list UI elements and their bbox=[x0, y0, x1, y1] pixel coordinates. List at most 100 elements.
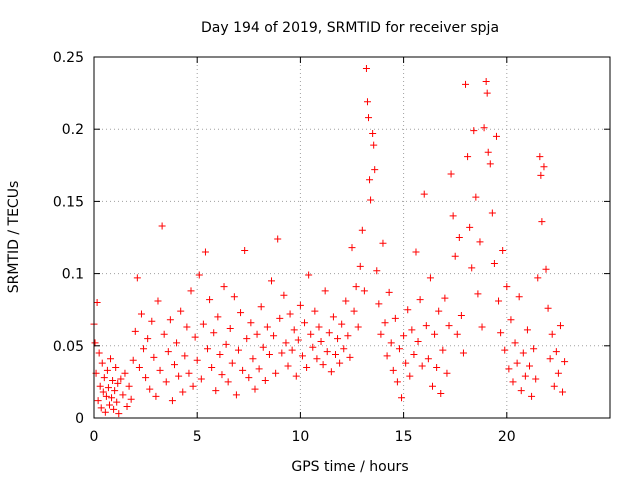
data-point bbox=[336, 359, 344, 367]
data-point bbox=[288, 346, 296, 354]
data-point bbox=[373, 267, 381, 275]
data-point bbox=[313, 355, 321, 363]
data-point bbox=[121, 369, 129, 377]
y-tick-label: 0.2 bbox=[62, 122, 84, 138]
data-point bbox=[483, 89, 491, 97]
data-point bbox=[505, 365, 513, 373]
data-point bbox=[245, 374, 253, 382]
data-point bbox=[222, 340, 230, 348]
data-point bbox=[451, 252, 459, 260]
y-axis-label: SRMTID / TECUs bbox=[6, 181, 22, 294]
data-point bbox=[478, 323, 486, 331]
data-point bbox=[232, 391, 240, 399]
data-point bbox=[410, 350, 418, 358]
data-point bbox=[144, 335, 152, 343]
data-point bbox=[91, 339, 99, 347]
data-point bbox=[375, 300, 383, 308]
data-point bbox=[99, 388, 107, 396]
data-point bbox=[447, 170, 455, 178]
data-point bbox=[140, 345, 148, 353]
data-point bbox=[542, 265, 550, 273]
data-point bbox=[114, 379, 122, 387]
data-point bbox=[113, 398, 121, 406]
data-point bbox=[146, 385, 154, 393]
data-point bbox=[152, 392, 160, 400]
data-point bbox=[366, 176, 374, 184]
data-point bbox=[261, 376, 269, 384]
data-point bbox=[360, 287, 368, 295]
data-point bbox=[117, 375, 125, 383]
data-point bbox=[546, 355, 554, 363]
data-point bbox=[501, 346, 509, 354]
data-point bbox=[503, 283, 511, 291]
data-point bbox=[319, 361, 327, 369]
data-point bbox=[137, 310, 145, 318]
data-point bbox=[400, 332, 408, 340]
data-point bbox=[383, 352, 391, 360]
chart-title: Day 194 of 2019, SRMTID for receiver spj… bbox=[201, 20, 499, 36]
data-point bbox=[387, 339, 395, 347]
x-tick-label: 15 bbox=[395, 429, 413, 445]
data-point bbox=[398, 394, 406, 402]
data-point bbox=[340, 345, 348, 353]
data-point bbox=[548, 330, 556, 338]
data-point bbox=[540, 163, 548, 171]
data-point bbox=[237, 309, 245, 317]
y-tick-labels: 0 0.05 0.1 0.15 0.2 0.25 bbox=[53, 50, 84, 427]
data-point bbox=[263, 323, 271, 331]
data-point bbox=[536, 153, 544, 161]
data-point bbox=[344, 332, 352, 340]
data-point bbox=[484, 148, 492, 156]
data-point bbox=[352, 283, 360, 291]
x-tick-label: 5 bbox=[193, 429, 202, 445]
data-point bbox=[255, 365, 263, 373]
data-point bbox=[488, 209, 496, 217]
data-point bbox=[239, 366, 247, 374]
data-point bbox=[495, 297, 503, 305]
axis-ticks bbox=[93, 56, 610, 419]
data-point bbox=[369, 130, 377, 138]
data-point bbox=[377, 330, 385, 338]
data-point bbox=[251, 385, 259, 393]
data-point bbox=[214, 313, 222, 321]
data-point bbox=[338, 320, 346, 328]
data-point bbox=[301, 319, 309, 327]
data-point bbox=[175, 372, 183, 380]
data-point bbox=[389, 366, 397, 374]
data-point bbox=[552, 348, 560, 356]
x-tick-label: 0 bbox=[90, 429, 99, 445]
data-point bbox=[201, 248, 209, 256]
data-point bbox=[315, 323, 323, 331]
data-point bbox=[119, 391, 127, 399]
data-point bbox=[274, 235, 282, 243]
data-point bbox=[354, 323, 362, 331]
data-point bbox=[108, 394, 116, 402]
data-point bbox=[428, 382, 436, 390]
data-point bbox=[224, 378, 232, 386]
data-point bbox=[350, 307, 358, 315]
data-point bbox=[218, 371, 226, 379]
data-point bbox=[511, 339, 519, 347]
data-point bbox=[367, 196, 375, 204]
y-tick-label: 0.1 bbox=[62, 267, 84, 283]
data-point bbox=[453, 330, 461, 338]
data-point bbox=[472, 193, 480, 201]
data-point bbox=[530, 345, 538, 353]
data-point bbox=[517, 387, 525, 395]
data-point bbox=[393, 378, 401, 386]
data-point bbox=[94, 397, 102, 405]
data-point bbox=[183, 323, 191, 331]
data-point bbox=[422, 322, 430, 330]
data-point bbox=[156, 366, 164, 374]
data-point bbox=[135, 363, 143, 371]
data-point bbox=[284, 362, 292, 370]
x-tick-label: 20 bbox=[498, 429, 516, 445]
data-point bbox=[325, 329, 333, 337]
data-point bbox=[259, 343, 267, 351]
data-point bbox=[311, 307, 319, 315]
data-point bbox=[173, 339, 181, 347]
data-point bbox=[123, 402, 131, 410]
data-point bbox=[379, 239, 387, 247]
data-point bbox=[437, 389, 445, 397]
data-point bbox=[303, 363, 311, 371]
